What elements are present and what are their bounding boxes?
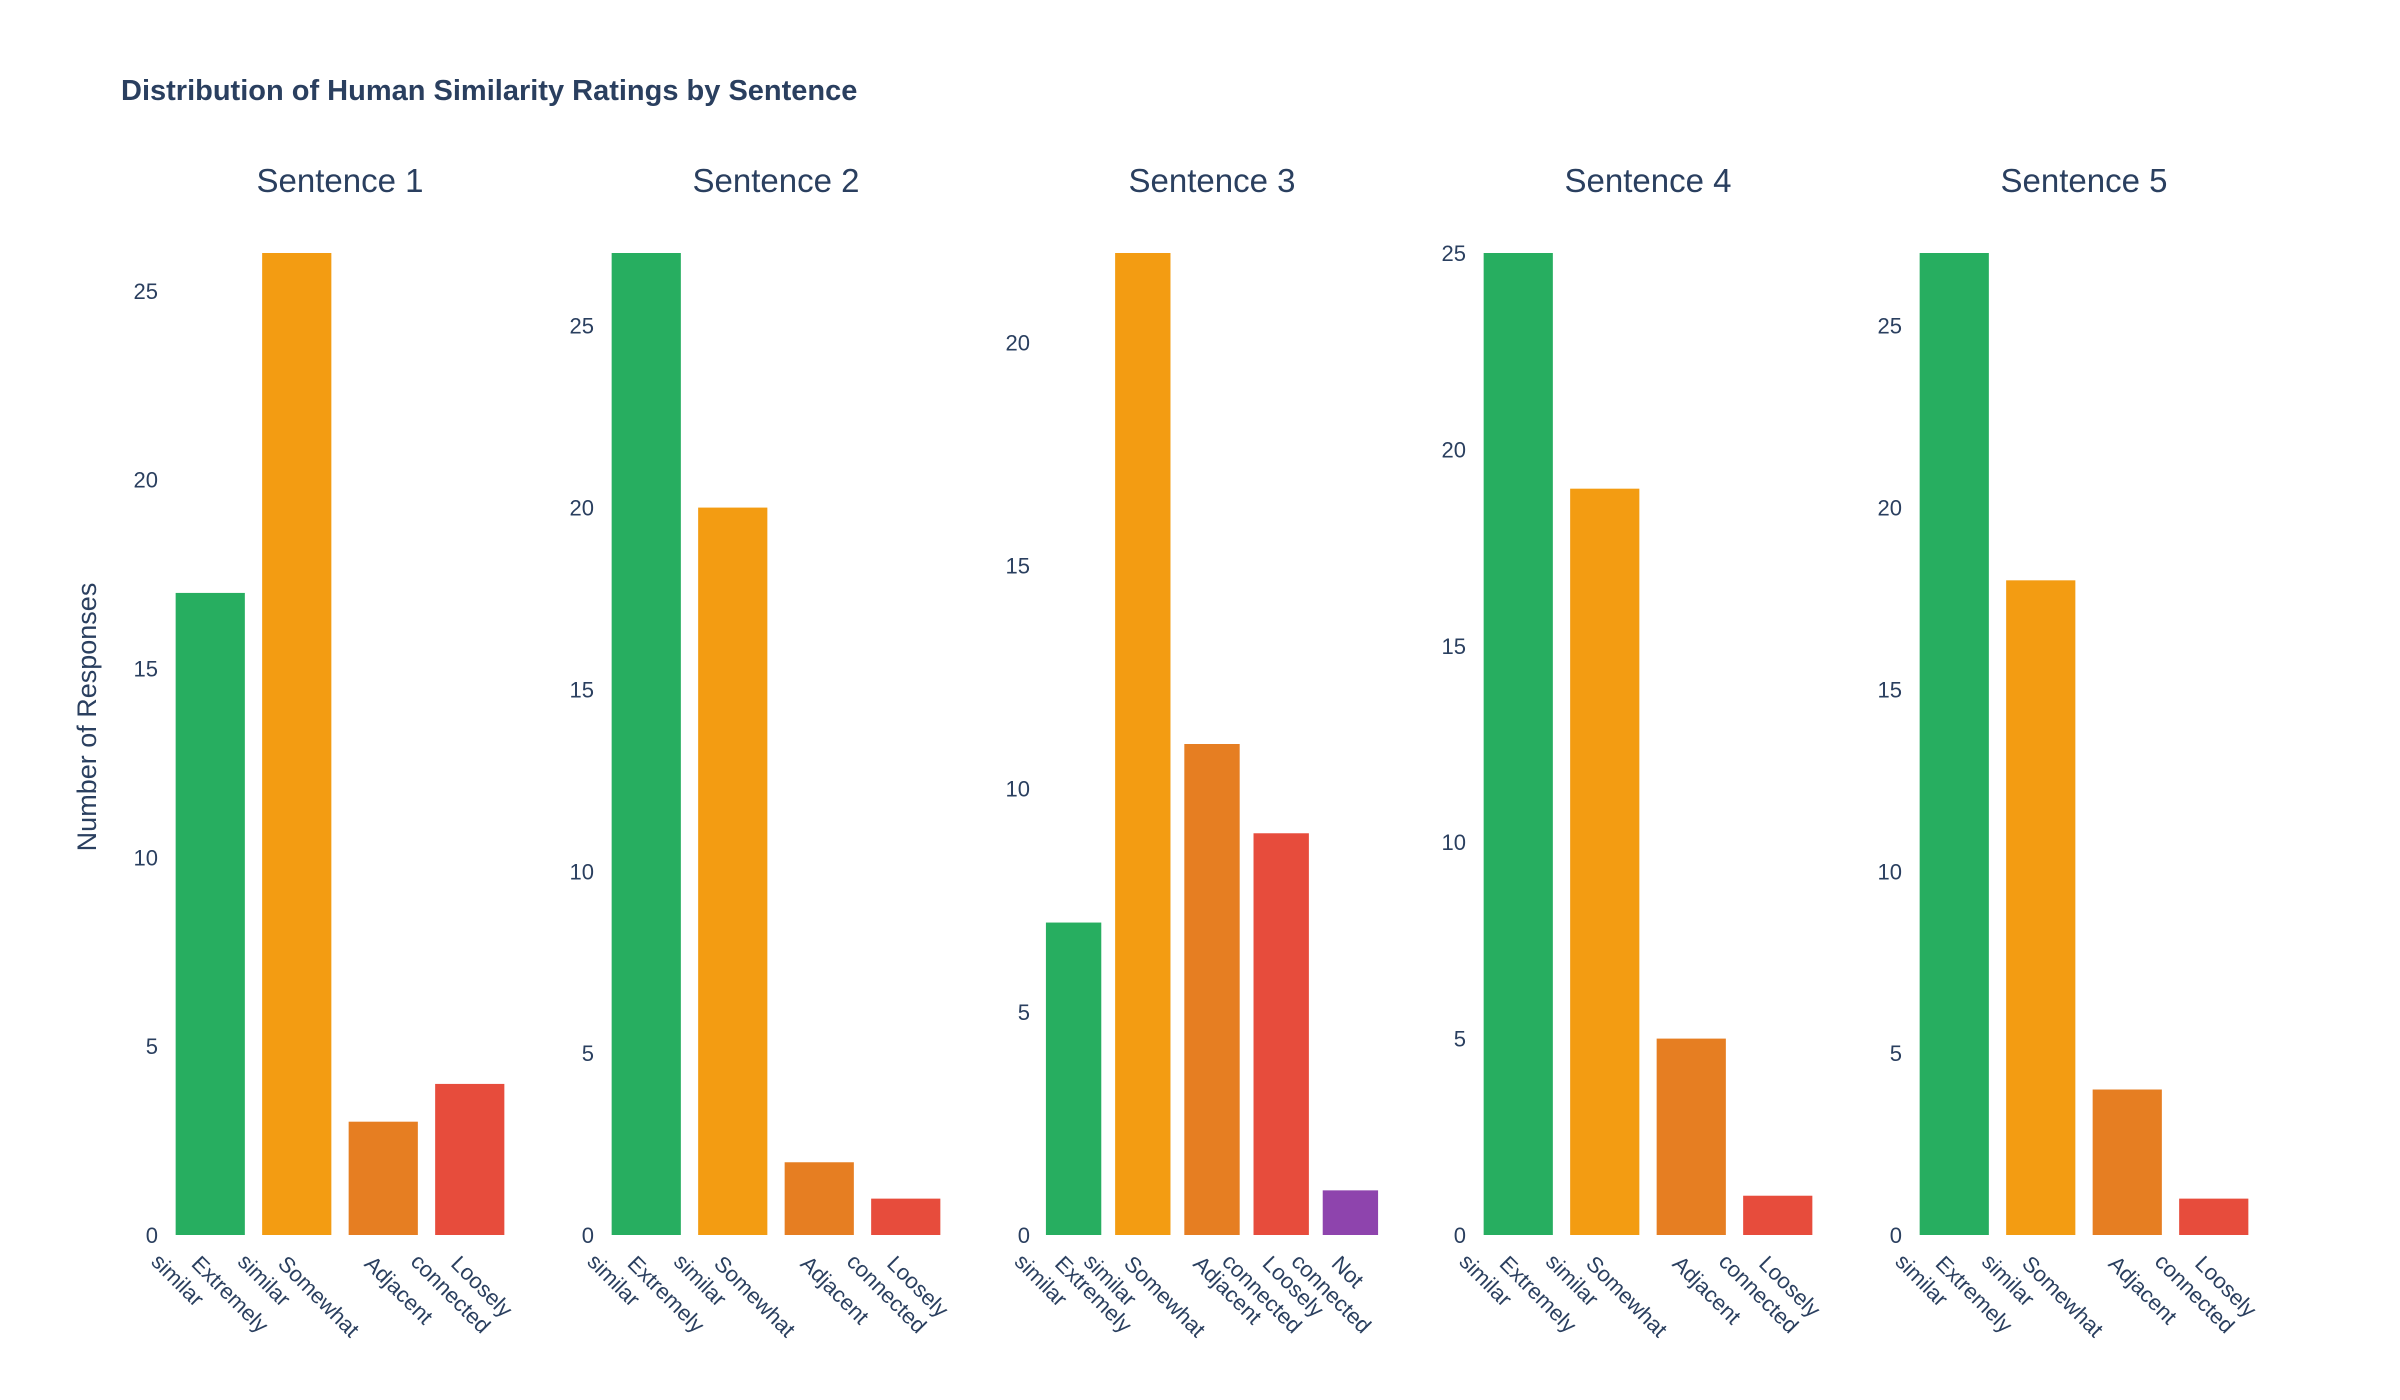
y-tick-label: 15 <box>570 677 594 702</box>
y-tick-label: 10 <box>1006 777 1030 802</box>
x-tick-label: Extremelysimilar <box>582 1230 709 1357</box>
x-tick-label: Extremelysimilar <box>1454 1230 1581 1357</box>
bar-loosely-connected <box>2179 1198 2249 1235</box>
y-tick-label: 5 <box>1890 1041 1902 1066</box>
y-tick-label: 25 <box>1878 314 1902 339</box>
y-tick-label: 5 <box>582 1041 594 1066</box>
bar-extremely-similar <box>611 253 681 1235</box>
bar-not-connected <box>1322 1190 1379 1235</box>
bar-adjacent <box>348 1121 418 1235</box>
bar-loosely-connected <box>435 1083 505 1235</box>
y-tick-label: 10 <box>1442 830 1466 855</box>
x-tick-label: Extremelysimilar <box>146 1230 273 1357</box>
bar-extremely-similar <box>1483 253 1553 1235</box>
subplot-2: Sentence 2 0 5 10 15 20 25 Extremelysimilar Some… <box>570 162 954 1361</box>
bar-loosely-connected <box>1743 1195 1813 1235</box>
y-tick-label: 20 <box>134 468 158 493</box>
y-tick-label: 5 <box>1018 1000 1030 1025</box>
subplot-title: Sentence 3 <box>1129 162 1296 199</box>
bar-adjacent <box>2092 1089 2162 1235</box>
y-tick-label: 25 <box>570 314 594 339</box>
bar-extremely-similar <box>1919 253 1989 1235</box>
y-tick-label: 20 <box>1442 437 1466 462</box>
subplot-title: Sentence 1 <box>257 162 424 199</box>
bar-somewhat-similar <box>2006 580 2076 1235</box>
y-tick-label: 20 <box>570 496 594 521</box>
y-tick-label: 15 <box>134 656 158 681</box>
bar-loosely-connected <box>1253 833 1309 1235</box>
bar-loosely-connected <box>871 1198 941 1235</box>
x-tick-label: Somewhatsimilar <box>233 1230 364 1361</box>
y-tick-label: 5 <box>146 1034 158 1059</box>
bar-adjacent <box>784 1162 854 1235</box>
bar-somewhat-similar <box>1570 488 1640 1235</box>
y-axis-title: Number of Responses <box>72 583 102 852</box>
subplot-5: Sentence 5 0 5 10 15 20 25 Extremelysimilar Some… <box>1878 162 2262 1361</box>
y-tick-label: 0 <box>1454 1223 1466 1248</box>
x-tick-label: Somewhatsimilar <box>1977 1230 2108 1361</box>
subplot-title: Sentence 4 <box>1565 162 1732 199</box>
bar-somewhat-similar <box>262 253 332 1235</box>
bar-adjacent <box>1656 1038 1726 1235</box>
bar-somewhat-similar <box>698 507 768 1236</box>
y-tick-label: 15 <box>1006 553 1030 578</box>
x-tick-label: Somewhatsimilar <box>669 1230 800 1361</box>
y-tick-label: 5 <box>1454 1027 1466 1052</box>
bar-extremely-similar <box>175 592 245 1235</box>
y-tick-label: 0 <box>146 1223 158 1248</box>
y-tick-label: 10 <box>1878 859 1902 884</box>
y-tick-label: 10 <box>570 859 594 884</box>
subplot-title: Sentence 2 <box>693 162 860 199</box>
bar-somewhat-similar <box>1115 253 1171 1235</box>
bar-adjacent <box>1184 744 1240 1235</box>
y-tick-label: 20 <box>1878 496 1902 521</box>
y-tick-label: 25 <box>134 279 158 304</box>
x-tick-label: Somewhatsimilar <box>1541 1230 1672 1361</box>
y-tick-label: 20 <box>1006 330 1030 355</box>
x-tick-label: Extremelysimilar <box>1890 1230 2017 1357</box>
chart-title: Distribution of Human Similarity Ratings… <box>121 75 857 107</box>
y-tick-label: 10 <box>134 845 158 870</box>
y-tick-label: 25 <box>1442 241 1466 266</box>
y-tick-label: 0 <box>1018 1223 1030 1248</box>
subplot-1: Sentence 1 0 5 10 15 20 25 Extremelysimilar Some… <box>134 162 518 1361</box>
subplot-4: Sentence 4 0 5 10 15 20 25 Extremelysimilar Some… <box>1442 162 1826 1361</box>
y-tick-label: 0 <box>1890 1223 1902 1248</box>
y-tick-label: 0 <box>582 1223 594 1248</box>
y-tick-label: 15 <box>1878 677 1902 702</box>
bar-extremely-similar <box>1045 922 1102 1235</box>
y-tick-label: 15 <box>1442 634 1466 659</box>
subplot-title: Sentence 5 <box>2001 162 2168 199</box>
